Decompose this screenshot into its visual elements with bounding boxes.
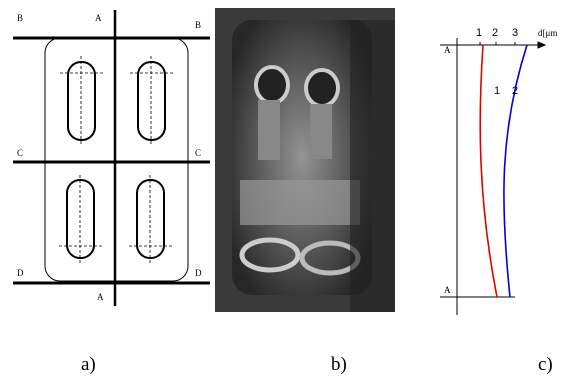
curve-2 (504, 45, 527, 297)
caption: b) (331, 354, 347, 375)
section-label: A (444, 45, 451, 55)
section-label: C (17, 148, 23, 158)
curve-label: 1 (494, 85, 500, 97)
panel-a (13, 10, 210, 306)
tick-label: 3 (512, 27, 518, 39)
panel-c (440, 38, 545, 315)
section-label: B (195, 20, 201, 30)
curve-1 (480, 45, 497, 297)
section-label: D (17, 268, 24, 278)
section-label: B (17, 13, 23, 23)
figure: B A B C C D D A A A 1 2 3 d[μm 1 2 a) b) (0, 0, 566, 381)
caption: c) (538, 354, 553, 375)
section-label: A (97, 292, 104, 302)
section-label: A (444, 285, 451, 295)
axis-label: d[μm (538, 28, 557, 38)
tick-label: 2 (492, 27, 498, 39)
caption: a) (81, 354, 96, 375)
curve-label: 2 (512, 85, 518, 97)
section-label: D (195, 268, 202, 278)
tick-label: 1 (476, 27, 482, 39)
section-label: C (195, 148, 201, 158)
section-label: A (95, 13, 102, 23)
micrograph (215, 8, 395, 312)
